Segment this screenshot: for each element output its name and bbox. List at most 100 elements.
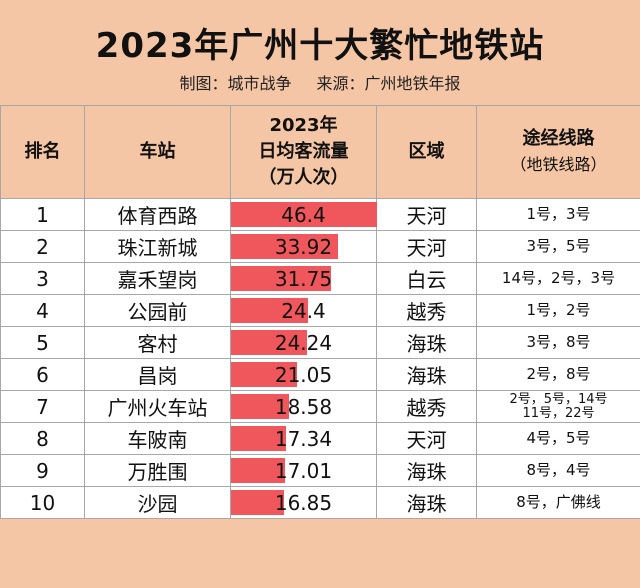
lines-cell: 14号，2号，3号 xyxy=(476,262,640,295)
lines-text: 8号，4号 xyxy=(526,461,591,479)
rank-cell: 10 xyxy=(0,486,85,519)
lines-text: 1号，3号 xyxy=(526,205,591,223)
header-flow-year: 2023年 xyxy=(269,115,338,136)
lines-text: 14号，2号，3号 xyxy=(501,269,616,287)
station-cell: 公园前 xyxy=(84,294,231,327)
lines-cell: 3号，8号 xyxy=(476,326,640,359)
value-cell: 16.85 xyxy=(230,486,377,519)
station-cell: 车陂南 xyxy=(84,422,231,455)
lines-cell: 2号，8号 xyxy=(476,358,640,391)
value-label: 31.75 xyxy=(274,266,333,291)
header-rank: 排名 xyxy=(0,105,85,199)
value-cell: 17.34 xyxy=(230,422,377,455)
station-cell: 体育西路 xyxy=(84,198,231,231)
lines-text: 1号，2号 xyxy=(526,301,591,319)
value-bar xyxy=(231,394,289,419)
value-label: 46.4 xyxy=(281,202,326,227)
rank-cell: 9 xyxy=(0,454,85,487)
district-cell: 海珠 xyxy=(376,486,477,519)
value-bar xyxy=(231,362,297,387)
value-bar xyxy=(231,234,338,259)
value-bar xyxy=(231,298,308,323)
header-lines: 途经线路 （地铁线路） xyxy=(476,105,640,199)
value-bar xyxy=(231,330,307,355)
station-cell: 万胜围 xyxy=(84,454,231,487)
station-cell: 广州火车站 xyxy=(84,390,231,423)
value-cell: 31.75 xyxy=(230,262,377,295)
header-district: 区域 xyxy=(376,105,477,199)
header-lines-sub: （地铁线路） xyxy=(510,155,607,174)
lines-text: 3号，5号 xyxy=(526,237,591,255)
header-flow: 2023年 日均客流量 （万人次） xyxy=(230,105,377,199)
lines-cell: 1号，2号 xyxy=(476,294,640,327)
district-cell: 白云 xyxy=(376,262,477,295)
maker-credit: 制图：城市战争 xyxy=(179,74,292,93)
header-flow-name: 日均客流量 xyxy=(258,141,349,162)
value-label: 17.01 xyxy=(274,458,333,483)
table-row: 6 昌岗 21.05 海珠 2号，8号 xyxy=(0,358,640,391)
lines-text: 3号，8号 xyxy=(526,333,591,351)
district-cell: 海珠 xyxy=(376,326,477,359)
district-cell: 越秀 xyxy=(376,294,477,327)
value-bar xyxy=(231,426,286,451)
district-cell: 天河 xyxy=(376,422,477,455)
value-label: 16.85 xyxy=(274,490,333,515)
station-cell: 嘉禾望岗 xyxy=(84,262,231,295)
rank-cell: 2 xyxy=(0,230,85,263)
source-credit: 来源：广州地铁年报 xyxy=(316,74,461,93)
rank-cell: 5 xyxy=(0,326,85,359)
chart-title: 2023年广州十大繁忙地铁站 xyxy=(95,26,545,66)
table-row: 3 嘉禾望岗 31.75 白云 14号，2号，3号 xyxy=(0,262,640,295)
lines-text: 2号，8号 xyxy=(526,365,591,383)
station-cell: 客村 xyxy=(84,326,231,359)
value-bar xyxy=(231,490,284,515)
title-band: 2023年广州十大繁忙地铁站 制图：城市战争 来源：广州地铁年报 xyxy=(0,0,640,105)
value-label: 24.24 xyxy=(274,330,333,355)
lines-cell: 3号，5号 xyxy=(476,230,640,263)
value-cell: 17.01 xyxy=(230,454,377,487)
header-station: 车站 xyxy=(84,105,231,199)
lines-cell: 4号，5号 xyxy=(476,422,640,455)
lines-cell: 2号，5号，14号 11号，22号 xyxy=(476,390,640,423)
table-row: 5 客村 24.24 海珠 3号，8号 xyxy=(0,326,640,359)
table-row: 9 万胜围 17.01 海珠 8号，4号 xyxy=(0,454,640,487)
value-cell: 24.24 xyxy=(230,326,377,359)
rank-cell: 4 xyxy=(0,294,85,327)
value-cell: 21.05 xyxy=(230,358,377,391)
lines-cell: 1号，3号 xyxy=(476,198,640,231)
station-cell: 昌岗 xyxy=(84,358,231,391)
lines-text: 11号，22号 xyxy=(522,405,595,421)
rank-cell: 3 xyxy=(0,262,85,295)
lines-text: 2号，5号，14号 xyxy=(509,391,608,407)
value-label: 21.05 xyxy=(274,362,333,387)
ranking-table: 排名 车站 2023年 日均客流量 （万人次） 区域 途经线路 （地铁线路） 1… xyxy=(0,105,640,519)
district-cell: 海珠 xyxy=(376,454,477,487)
value-label: 18.58 xyxy=(274,394,333,419)
value-bar xyxy=(231,202,377,227)
ranking-rows: 1 体育西路 46.4 天河 1号，3号 2 珠江新城 33.92 天河 3号，5号 3 嘉禾望岗 31… xyxy=(0,198,640,519)
rank-cell: 7 xyxy=(0,390,85,423)
station-cell: 珠江新城 xyxy=(84,230,231,263)
table-row: 7 广州火车站 18.58 越秀 2号，5号，14号 11号，22号 xyxy=(0,390,640,423)
table-row: 1 体育西路 46.4 天河 1号，3号 xyxy=(0,198,640,231)
district-cell: 越秀 xyxy=(376,390,477,423)
value-cell: 33.92 xyxy=(230,230,377,263)
station-cell: 沙园 xyxy=(84,486,231,519)
value-bar xyxy=(231,458,285,483)
value-label: 17.34 xyxy=(274,426,333,451)
credits-line: 制图：城市战争 来源：广州地铁年报 xyxy=(0,70,640,94)
table-row: 4 公园前 24.4 越秀 1号，2号 xyxy=(0,294,640,327)
rank-cell: 6 xyxy=(0,358,85,391)
table-row: 2 珠江新城 33.92 天河 3号，5号 xyxy=(0,230,640,263)
lines-cell: 8号，广佛线 xyxy=(476,486,640,519)
value-cell: 46.4 xyxy=(230,198,377,231)
district-cell: 海珠 xyxy=(376,358,477,391)
value-cell: 24.4 xyxy=(230,294,377,327)
value-cell: 18.58 xyxy=(230,390,377,423)
value-label: 24.4 xyxy=(281,298,326,323)
header-lines-title: 途经线路 xyxy=(522,128,595,149)
rank-cell: 1 xyxy=(0,198,85,231)
rank-cell: 8 xyxy=(0,422,85,455)
value-bar xyxy=(231,266,331,291)
